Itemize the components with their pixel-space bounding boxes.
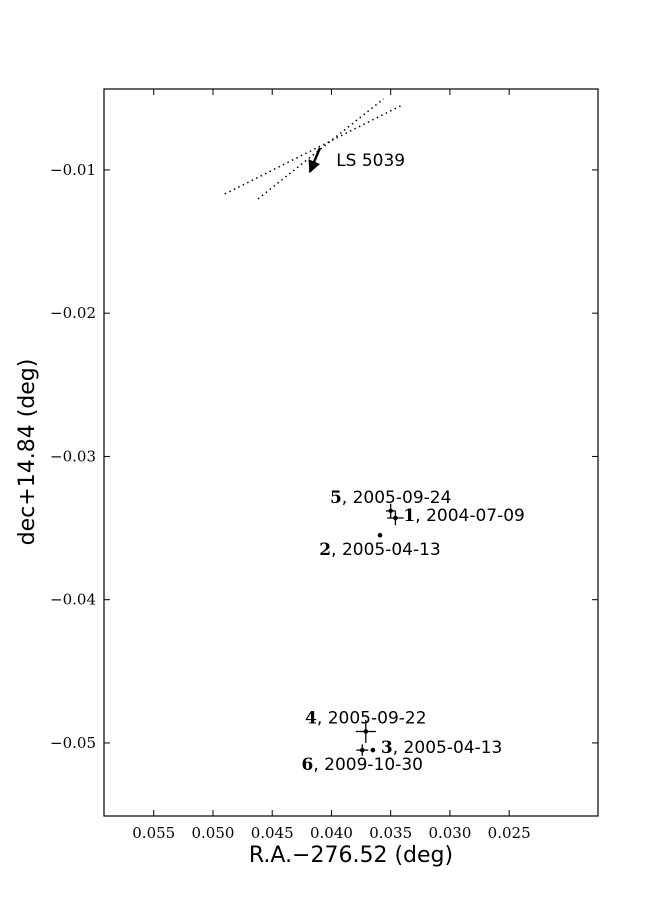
point-label: 6, 2009-10-30	[302, 755, 423, 775]
point-number: 5	[330, 488, 342, 508]
point-label: 4, 2005-09-22	[305, 708, 426, 728]
y-axis-label: dec+14.84 (deg)	[15, 359, 40, 546]
point-number: 1	[403, 506, 415, 526]
x-tick-label: 0.040	[310, 824, 353, 842]
point-label: 3, 2005-04-13	[381, 738, 502, 758]
x-tick-label: 0.035	[369, 824, 412, 842]
point-date: , 2005-09-24	[342, 488, 452, 508]
point-number: 4	[305, 708, 317, 728]
point-date: , 2005-04-13	[331, 540, 441, 560]
x-tick-label: 0.045	[251, 824, 294, 842]
y-tick-label: −0.01	[50, 161, 96, 179]
point	[359, 747, 365, 753]
x-axis-label: R.A.−276.52 (deg)	[249, 843, 453, 868]
point-date: , 2005-09-22	[317, 708, 427, 728]
point-number: 3	[381, 738, 393, 758]
x-tick-label: 0.050	[192, 824, 235, 842]
point-number: 2	[319, 540, 331, 560]
point-number: 6	[302, 755, 314, 775]
plot-frame	[103, 88, 599, 817]
point	[370, 747, 376, 753]
point-label: 2, 2005-04-13	[319, 540, 440, 560]
y-tick-label: −0.02	[50, 304, 96, 322]
track-line	[224, 104, 403, 195]
point	[363, 729, 369, 734]
x-tick-label: 0.055	[132, 824, 175, 842]
y-tick-label: −0.03	[50, 447, 96, 465]
x-tick-label: 0.030	[428, 824, 471, 842]
point-date: , 2004-07-09	[415, 506, 525, 526]
annotation-text: LS 5039	[336, 151, 405, 171]
y-tick-label: −0.04	[50, 591, 96, 609]
point	[393, 515, 398, 521]
point-date: , 2005-04-13	[393, 738, 503, 758]
point	[377, 532, 383, 538]
point	[388, 508, 393, 514]
x-tick-label: 0.025	[488, 824, 531, 842]
point-label: 5, 2005-09-24	[330, 488, 451, 508]
point-label: 1, 2004-07-09	[403, 506, 524, 526]
annotation-arrow	[308, 147, 322, 174]
point-date: , 2009-10-30	[313, 755, 423, 775]
y-tick-label: −0.05	[50, 734, 96, 752]
